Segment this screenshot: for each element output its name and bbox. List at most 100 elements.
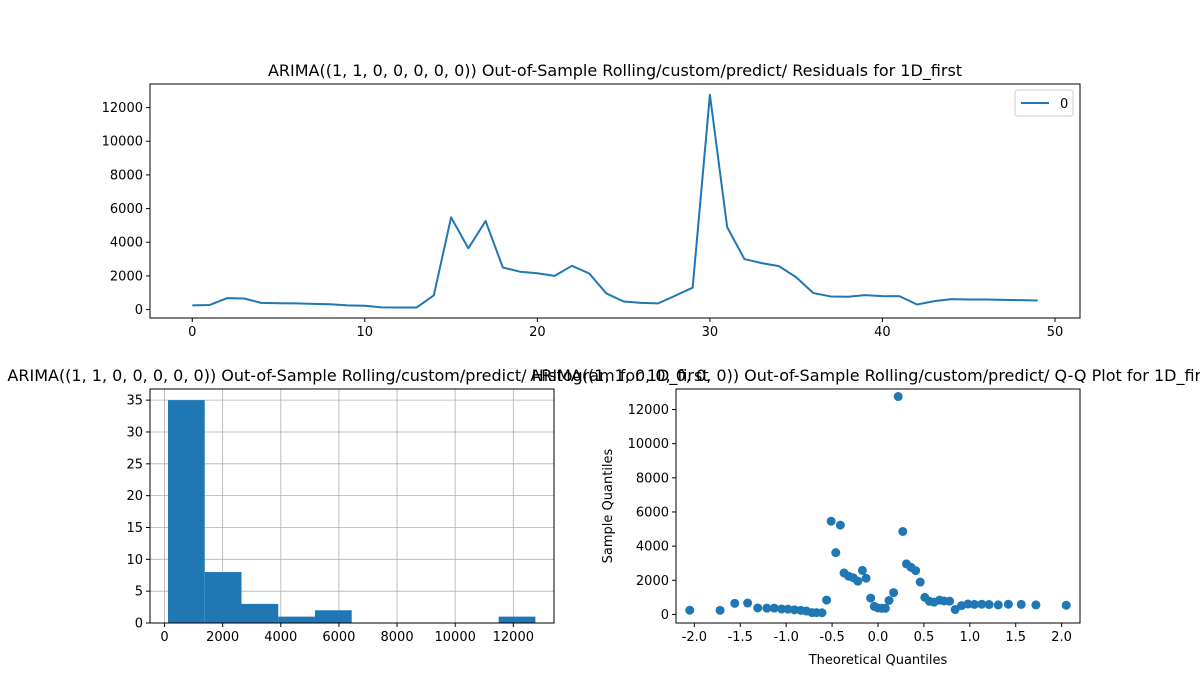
qq-point: [915, 577, 925, 587]
histogram-bar: [314, 610, 352, 623]
x-tick-label: -1.0: [773, 630, 798, 645]
x-tick-label: 0.0: [868, 630, 889, 645]
x-tick-label: 4000: [264, 630, 297, 645]
x-tick-label: 50: [1047, 325, 1064, 340]
legend-entry-label: 0: [1060, 97, 1068, 112]
x-tick-label: -2.0: [682, 630, 707, 645]
y-tick-label: 20: [126, 489, 143, 504]
x-tick-label: 30: [702, 325, 719, 340]
qq-point: [715, 605, 725, 615]
y-tick-label: 6000: [636, 505, 669, 520]
qq-point: [866, 593, 876, 603]
qq-point: [950, 605, 960, 615]
y-tick-label: 2000: [110, 269, 143, 284]
y-tick-label: 0: [661, 608, 669, 623]
qq-point: [777, 604, 787, 614]
y-tick-label: 12000: [102, 101, 143, 116]
y-tick-label: 8000: [110, 168, 143, 183]
qq-plot: ARIMA((1, 1, 0, 0, 0, 0, 0)) Out-of-Samp…: [530, 366, 1200, 668]
histogram-bar: [278, 616, 315, 623]
qq-point: [685, 605, 695, 615]
x-tick-label: 8000: [381, 630, 414, 645]
qq-point: [993, 600, 1003, 610]
y-tick-label: 10: [126, 553, 143, 568]
qq-point: [898, 526, 908, 536]
qq-point: [753, 603, 763, 613]
x-tick-label: -0.5: [819, 630, 844, 645]
qq-point: [1003, 599, 1013, 609]
histogram-bar: [241, 603, 279, 623]
qq-y-axis-label: Sample Quantiles: [601, 448, 616, 563]
qq-point: [861, 573, 871, 583]
qq-point: [911, 566, 921, 576]
qq-plot-title: ARIMA((1, 1, 0, 0, 0, 0, 0)) Out-of-Samp…: [530, 366, 1200, 386]
qq-point: [884, 595, 894, 605]
x-tick-label: 1.0: [959, 630, 980, 645]
x-tick-label: 2.0: [1051, 630, 1072, 645]
y-tick-label: 8000: [636, 471, 669, 486]
histogram-title: ARIMA((1, 1, 0, 0, 0, 0, 0)) Out-of-Samp…: [7, 366, 708, 386]
qq-point: [893, 392, 903, 402]
qq-point: [822, 595, 832, 605]
qq-point: [835, 520, 845, 530]
qq-point: [945, 596, 955, 606]
qq-point: [743, 598, 753, 608]
y-tick-label: 0: [135, 617, 143, 632]
x-tick-label: -1.5: [728, 630, 753, 645]
qq-point: [817, 608, 827, 618]
x-tick-label: 6000: [322, 630, 355, 645]
x-tick-label: 40: [874, 325, 891, 340]
residual-series-line: [192, 93, 1038, 309]
qq-point: [889, 588, 899, 598]
residuals-histogram: ARIMA((1, 1, 0, 0, 0, 0, 0)) Out-of-Samp…: [7, 366, 708, 645]
qq-point: [977, 599, 987, 609]
y-tick-label: 4000: [636, 540, 669, 555]
x-tick-label: 10000: [435, 630, 476, 645]
histogram-bar: [498, 616, 536, 623]
histogram-bar: [168, 400, 205, 623]
qq-point: [762, 603, 772, 613]
qq-point: [1031, 600, 1041, 610]
qq-point: [853, 576, 863, 586]
y-tick-label: 0: [135, 303, 143, 318]
qq-point: [963, 599, 973, 609]
y-tick-label: 4000: [110, 236, 143, 251]
y-tick-label: 2000: [636, 574, 669, 589]
qq-point: [826, 516, 836, 526]
y-tick-label: 10000: [628, 437, 669, 452]
qq-plot-frame: [675, 388, 1081, 624]
x-tick-label: 12000: [493, 630, 534, 645]
qq-point: [730, 598, 740, 608]
x-tick-label: 20: [529, 325, 546, 340]
qq-point: [984, 600, 994, 610]
x-tick-label: 0: [160, 630, 168, 645]
qq-point: [880, 603, 890, 613]
y-tick-label: 15: [126, 521, 143, 536]
qq-point: [769, 603, 779, 613]
y-tick-label: 6000: [110, 202, 143, 217]
qq-point: [969, 599, 979, 609]
histogram-plot-frame: [149, 388, 555, 624]
legend: 0: [1014, 89, 1074, 117]
histogram-bar: [204, 572, 242, 623]
residuals-chart-title: ARIMA((1, 1, 0, 0, 0, 0, 0)) Out-of-Samp…: [268, 61, 962, 81]
x-tick-label: 10: [357, 325, 374, 340]
x-tick-label: 2000: [206, 630, 239, 645]
qq-point: [1061, 600, 1071, 610]
y-tick-label: 25: [126, 457, 143, 472]
qq-point: [789, 605, 799, 615]
y-tick-label: 12000: [628, 403, 669, 418]
qq-x-axis-label: Theoretical Quantiles: [808, 653, 948, 668]
residuals-line-chart: ARIMA((1, 1, 0, 0, 0, 0, 0)) Out-of-Samp…: [102, 61, 1081, 340]
y-tick-label: 5: [135, 585, 143, 600]
qq-point: [1016, 599, 1026, 609]
qq-point: [831, 548, 841, 558]
x-tick-label: 0.5: [914, 630, 935, 645]
qq-point: [857, 565, 867, 575]
y-tick-label: 35: [126, 394, 143, 409]
y-tick-label: 10000: [102, 135, 143, 150]
x-tick-label: 1.5: [1005, 630, 1026, 645]
x-tick-label: 0: [188, 325, 196, 340]
residuals-plot-frame: [149, 83, 1081, 319]
